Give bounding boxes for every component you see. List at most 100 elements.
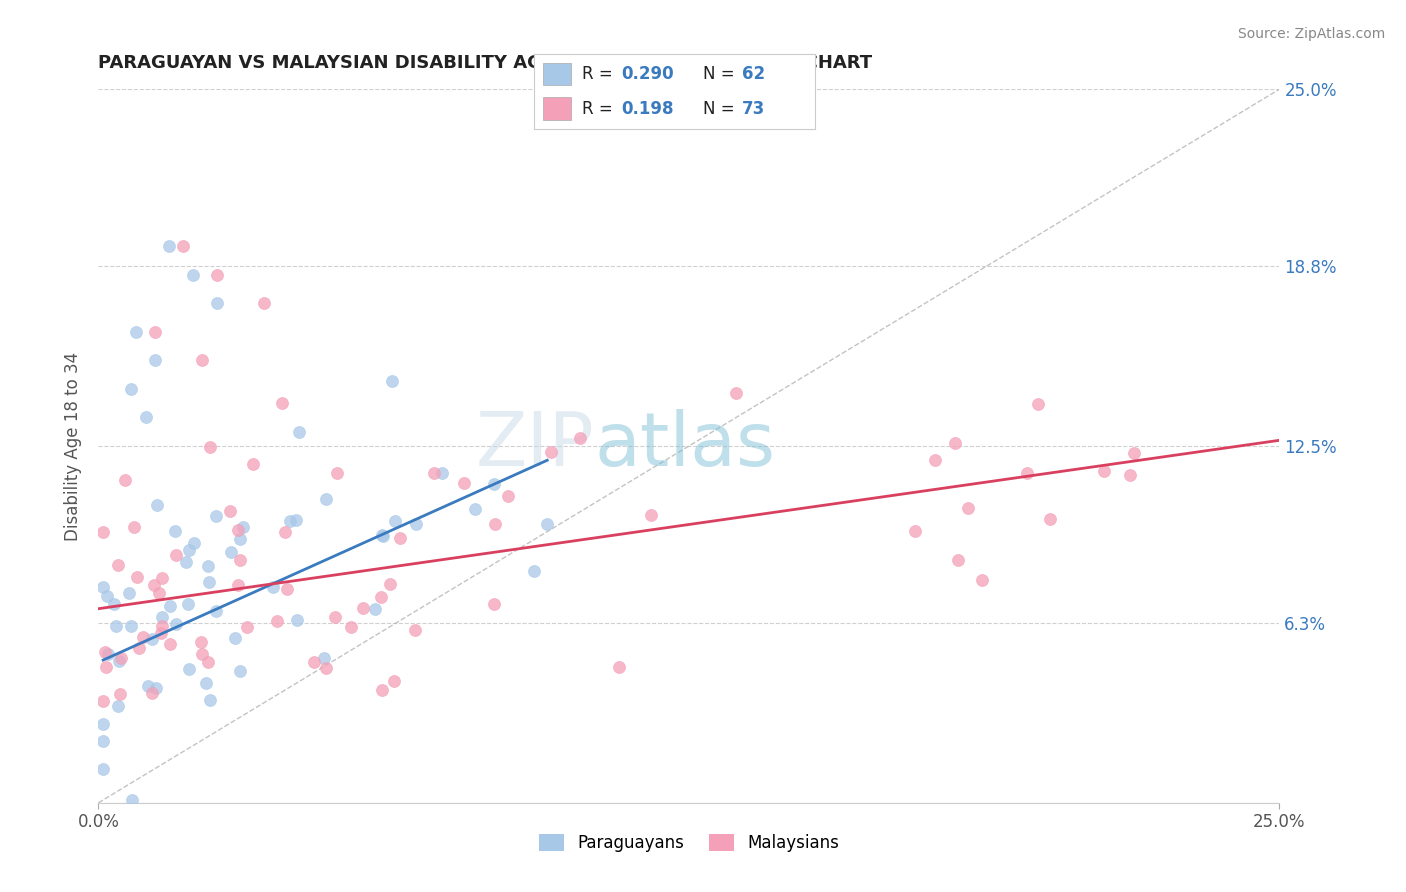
Text: 73: 73 [742, 100, 766, 118]
Point [453, 475, 475, 490]
Point [127, 570, 149, 584]
Point [640, 508, 662, 523]
Point [236, 620, 259, 634]
Point [91, 762, 114, 776]
Point [484, 597, 506, 611]
Point [540, 445, 562, 459]
Point [253, 296, 276, 310]
Point [943, 436, 966, 450]
Point [946, 552, 969, 566]
Point [315, 661, 337, 675]
Point [121, 793, 143, 807]
Point [1026, 397, 1049, 411]
Legend: Paraguayans, Malaysians: Paraguayans, Malaysians [531, 827, 846, 859]
Point [198, 575, 221, 590]
Point [371, 682, 394, 697]
Text: R =: R = [582, 100, 619, 118]
Point [108, 687, 131, 701]
Point [388, 531, 411, 545]
Point [228, 532, 250, 546]
Point [271, 396, 294, 410]
Point [405, 516, 427, 531]
Point [146, 498, 169, 512]
Text: ZIP: ZIP [475, 409, 595, 483]
Point [143, 353, 166, 368]
Point [135, 410, 157, 425]
Point [219, 504, 242, 518]
Point [197, 655, 219, 669]
Point [157, 239, 180, 253]
Point [108, 654, 131, 668]
Point [464, 502, 486, 516]
Text: N =: N = [703, 65, 740, 83]
Point [91, 733, 114, 747]
Point [205, 268, 228, 282]
Point [205, 296, 228, 310]
Point [226, 523, 249, 537]
Text: 62: 62 [742, 65, 765, 83]
Point [179, 662, 201, 676]
Bar [543, 62, 571, 86]
Point [103, 597, 125, 611]
Point [149, 625, 172, 640]
Point [104, 619, 127, 633]
Point [725, 385, 748, 400]
Point [191, 353, 214, 368]
Point [1092, 464, 1115, 478]
Point [145, 681, 167, 695]
Point [904, 524, 927, 538]
Text: 0.198: 0.198 [621, 100, 673, 118]
Point [150, 619, 173, 633]
Point [423, 467, 446, 481]
Point [276, 582, 298, 596]
Point [165, 616, 187, 631]
Point [381, 374, 404, 388]
Point [125, 325, 148, 339]
Point [326, 466, 349, 480]
Point [141, 686, 163, 700]
Point [378, 577, 401, 591]
Point [165, 548, 187, 562]
Point [229, 553, 252, 567]
Point [197, 559, 219, 574]
Point [229, 665, 252, 679]
Point [221, 545, 243, 559]
Point [114, 473, 136, 487]
Point [183, 535, 205, 549]
Point [150, 571, 173, 585]
Text: R =: R = [582, 65, 619, 83]
Point [150, 610, 173, 624]
Point [498, 489, 520, 503]
Point [314, 651, 336, 665]
Point [371, 529, 394, 543]
Point [1118, 467, 1140, 482]
Point [132, 630, 155, 644]
Point [159, 599, 181, 614]
Point [91, 580, 114, 594]
Point [97, 648, 120, 662]
Point [177, 598, 200, 612]
Point [94, 645, 117, 659]
Point [536, 516, 558, 531]
Text: PARAGUAYAN VS MALAYSIAN DISABILITY AGE 18 TO 34 CORRELATION CHART: PARAGUAYAN VS MALAYSIAN DISABILITY AGE 1… [98, 54, 873, 72]
Point [384, 514, 406, 528]
Point [91, 524, 114, 539]
Point [172, 239, 194, 253]
Point [523, 564, 546, 578]
Text: 0.290: 0.290 [621, 65, 673, 83]
Point [110, 650, 132, 665]
Point [262, 580, 284, 594]
Point [232, 519, 254, 533]
Point [107, 698, 129, 713]
Point [143, 325, 166, 339]
Point [198, 440, 221, 454]
Point [190, 634, 212, 648]
Point [107, 558, 129, 572]
Point [1123, 445, 1146, 459]
Point [430, 466, 453, 480]
Point [266, 614, 288, 628]
Point [323, 610, 346, 624]
Point [165, 524, 187, 539]
Point [128, 640, 150, 655]
Point [274, 525, 297, 540]
